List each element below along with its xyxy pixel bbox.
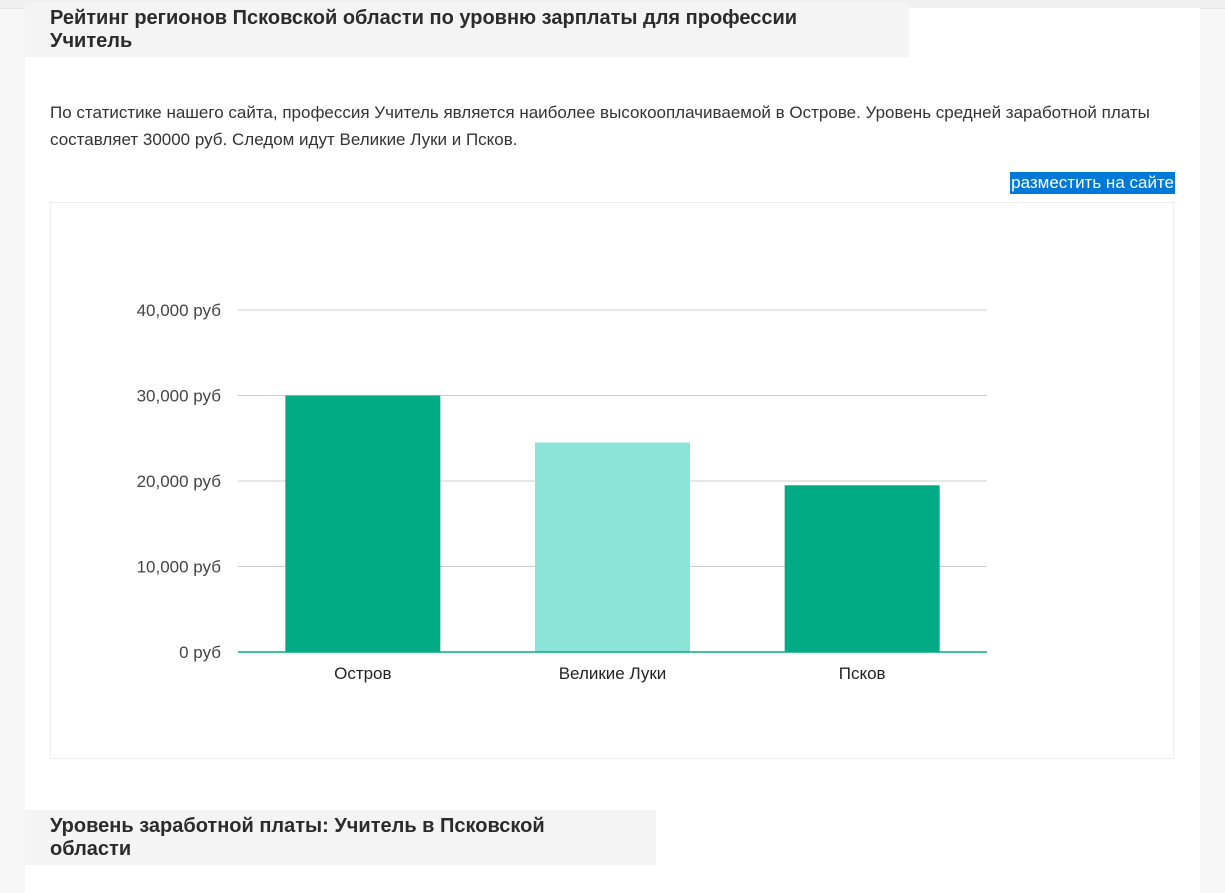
x-category-label: Великие Луки: [559, 664, 667, 683]
x-category-label: Псков: [839, 664, 886, 683]
section-title-text: Рейтинг регионов Псковской области по ур…: [50, 6, 798, 52]
bar-3: [784, 485, 940, 652]
x-category-label: Остров: [334, 664, 391, 683]
embed-on-site-link[interactable]: разместить на сайте: [1010, 172, 1175, 194]
y-tick-label: 10,000 руб: [137, 558, 222, 577]
y-tick-label: 30,000 руб: [137, 387, 222, 406]
section-title-text: Уровень заработной платы: Учитель в Пско…: [50, 814, 545, 860]
chart-canvas: 0 руб 10,000 руб 20,000 руб 30,000 руб 40,00…: [137, 301, 987, 683]
section-title-salary-level: Уровень заработной платы: Учитель в Пско…: [25, 810, 656, 865]
y-tick-label: 20,000 руб: [137, 472, 222, 491]
section-title-ranking: Рейтинг регионов Псковской области по ур…: [25, 2, 909, 57]
y-tick-label: 40,000 руб: [137, 301, 222, 320]
bar-2: [535, 442, 690, 652]
ranking-description: По статистике нашего сайта, профессия Уч…: [50, 103, 1150, 149]
y-tick-label: 0 руб: [179, 643, 221, 662]
salary-bar-chart: 0 руб 10,000 руб 20,000 руб 30,000 руб 40,00…: [50, 202, 1174, 759]
bar-1: [285, 395, 441, 652]
